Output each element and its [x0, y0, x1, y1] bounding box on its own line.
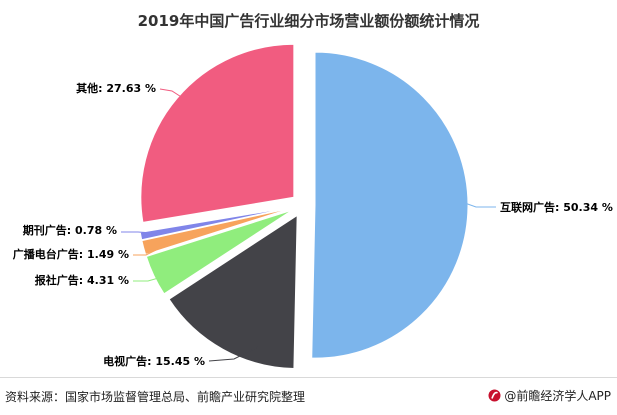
brand-text: @前瞻经济学人APP [504, 389, 611, 403]
leader-line [121, 231, 154, 234]
leader-line [133, 276, 163, 282]
data-label: 其他: 27.63 % [76, 81, 156, 95]
pie-slice [141, 207, 292, 256]
data-label: 广播电台广告: 1.49 % [13, 247, 129, 261]
chart-title: 2019年中国广告行业细分市场营业额份额统计情况 [137, 12, 480, 30]
data-label: 互联网广告: 50.34 % [500, 200, 613, 214]
source-note: 资料来源：国家市场监督管理总局、前瞻产业研究院整理 [5, 390, 306, 404]
data-label: 报社广告: 4.31 % [35, 273, 129, 287]
data-label: 电视广告: 15.45 % [103, 354, 205, 368]
leader-line [461, 201, 496, 208]
leader-line [159, 88, 187, 101]
pie-slice [311, 51, 469, 359]
footer: 资料来源：国家市场监督管理总局、前瞻产业研究院整理 @前瞻经济学人APP [0, 377, 617, 415]
leader-line [133, 249, 157, 256]
pie-slice [140, 43, 295, 223]
brand: @前瞻经济学人APP [488, 387, 611, 404]
brand-logo-icon [488, 389, 501, 402]
leader-line [208, 346, 259, 362]
pie-chart: 互联网广告: 50.34 % 电视广告: 15.45 % 报社广告: 4.31 % 广… [13, 43, 613, 369]
pie-slice [145, 209, 293, 295]
data-label: 期刊广告: 0.78 % [23, 223, 117, 237]
pie-slice [168, 214, 298, 369]
